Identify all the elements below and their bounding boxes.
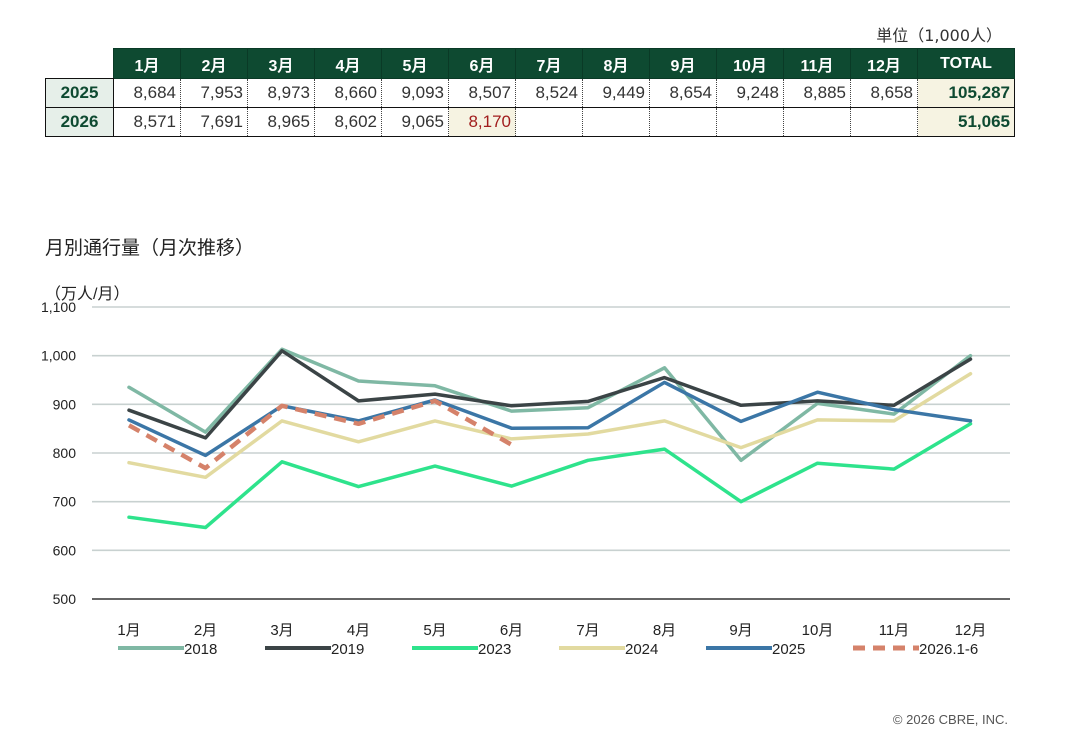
header-total: TOTAL	[917, 48, 1015, 79]
table-cell: 9,065	[381, 107, 449, 137]
table-cell	[783, 107, 851, 137]
row-year: 2025	[45, 78, 114, 108]
table-header-row: 1月 2月 3月 4月 5月 6月 7月 8月 9月 10月 11月 12月 T…	[45, 48, 1015, 79]
table-cell: 9,449	[582, 78, 650, 108]
legend-label: 2018	[184, 641, 217, 658]
table-cell	[850, 107, 918, 137]
legend-label: 2019	[331, 641, 364, 658]
copyright: © 2026 CBRE, INC.	[892, 712, 1008, 727]
unit-label: 単位（1,000人）	[876, 26, 1002, 45]
table-cell	[582, 107, 650, 137]
table-cell: 7,953	[180, 78, 248, 108]
x-tick-label: 10月	[802, 622, 834, 639]
header-month: 6月	[448, 48, 516, 79]
table-cell	[649, 107, 717, 137]
header-month: 1月	[113, 48, 181, 79]
x-tick-label: 11月	[879, 622, 910, 639]
table-cell: 8,524	[515, 78, 583, 108]
header-month: 10月	[716, 48, 784, 79]
table-cell: 8,660	[314, 78, 382, 108]
table-cell	[515, 107, 583, 137]
table-cell	[716, 107, 784, 137]
x-tick-label: 2月	[194, 622, 217, 639]
legend-label: 2025	[772, 641, 805, 658]
table-cell: 8,507	[448, 78, 516, 108]
header-month: 3月	[247, 48, 315, 79]
table-cell: 8,684	[113, 78, 181, 108]
table-cell-highlighted: 8,170	[448, 107, 516, 137]
series-line-2019	[127, 349, 973, 440]
y-tick-label: 500	[53, 591, 77, 607]
x-tick-label: 12月	[955, 622, 987, 639]
series-line-2023	[127, 422, 973, 530]
table-corner	[45, 48, 114, 79]
x-tick-label: 1月	[117, 622, 140, 639]
y-tick-label: 600	[53, 542, 77, 558]
y-tick-label: 800	[53, 445, 77, 461]
table-row: 2026 8,571 7,691 8,965 8,602 9,065 8,170…	[45, 107, 1015, 137]
header-month: 2月	[180, 48, 248, 79]
y-axis-unit: （万人/月）	[45, 286, 130, 303]
y-tick-label: 1,000	[41, 348, 76, 364]
table-cell: 8,973	[247, 78, 315, 108]
y-tick-label: 900	[53, 396, 77, 412]
table-cell: 8,571	[113, 107, 181, 137]
table-cell: 9,248	[716, 78, 784, 108]
table-cell: 8,885	[783, 78, 851, 108]
series-line-2026.1-6	[127, 398, 513, 471]
row-year: 2026	[45, 107, 114, 137]
x-tick-label: 8月	[653, 622, 676, 639]
header-month: 12月	[850, 48, 918, 79]
row-total: 105,287	[917, 78, 1015, 108]
table-cell: 8,965	[247, 107, 315, 137]
x-tick-label: 6月	[500, 622, 523, 639]
legend-label: 2026.1-6	[919, 641, 978, 658]
table-cell: 9,093	[381, 78, 449, 108]
table-cell: 8,602	[314, 107, 382, 137]
header-month: 11月	[783, 48, 851, 79]
table-row: 2025 8,684 7,953 8,973 8,660 9,093 8,507…	[45, 78, 1015, 108]
table-cell: 8,654	[649, 78, 717, 108]
header-month: 7月	[515, 48, 583, 79]
series-line-2024	[127, 371, 973, 480]
header-month: 5月	[381, 48, 449, 79]
y-tick-label: 700	[53, 494, 77, 510]
table-cell: 8,658	[850, 78, 918, 108]
x-tick-label: 4月	[347, 622, 370, 639]
passenger-table: 1月 2月 3月 4月 5月 6月 7月 8月 9月 10月 11月 12月 T…	[45, 48, 1015, 137]
legend-label: 2023	[478, 641, 511, 658]
chart-title: 月別通行量（月次推移）	[45, 238, 255, 259]
x-tick-label: 7月	[576, 622, 599, 639]
row-total: 51,065	[917, 107, 1015, 137]
legend-label: 2024	[625, 641, 658, 658]
x-tick-label: 5月	[423, 622, 446, 639]
table-cell: 7,691	[180, 107, 248, 137]
x-tick-label: 3月	[270, 622, 293, 639]
y-tick-label: 1,100	[41, 299, 76, 315]
x-tick-label: 9月	[729, 622, 752, 639]
